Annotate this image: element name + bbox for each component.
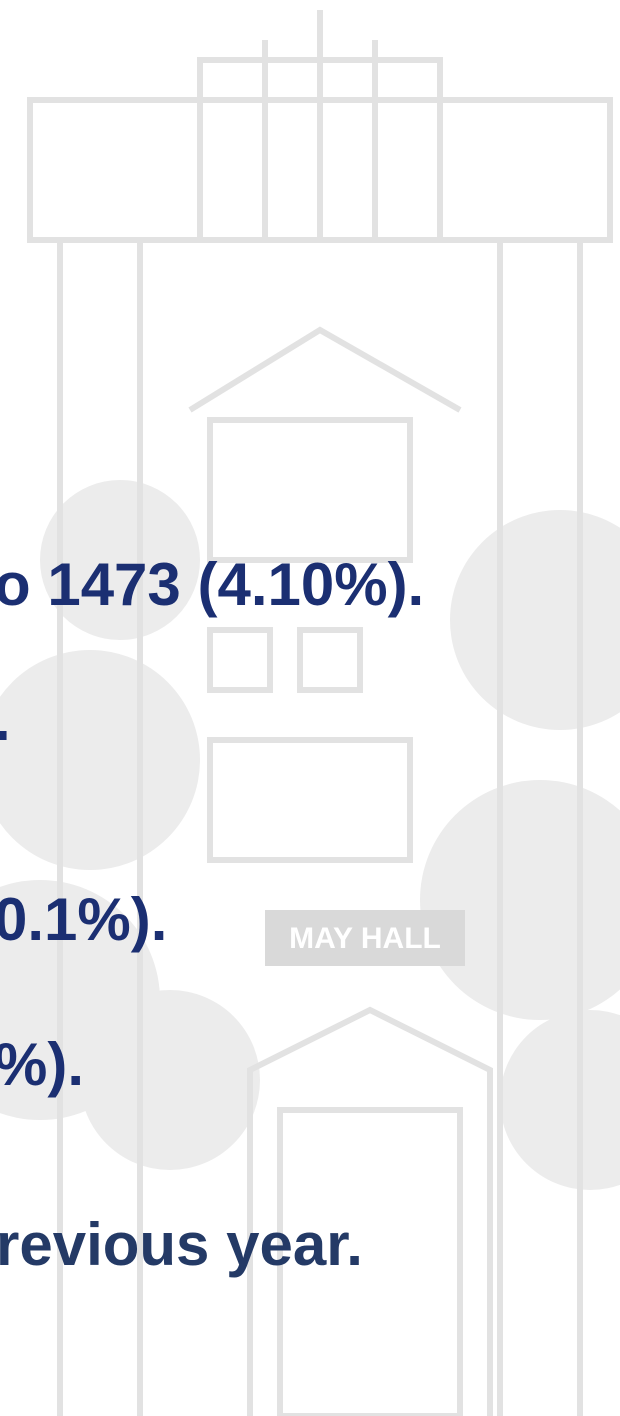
text-line: o 1473 (4.10%).	[0, 551, 424, 618]
sign-text: MAY HALL	[289, 922, 441, 955]
text-line: revious year.	[0, 1211, 363, 1278]
text-line: %).	[0, 1031, 84, 1098]
sign-plate	[265, 910, 465, 966]
building-illustration	[0, 10, 620, 1416]
text-line: .	[0, 686, 11, 753]
text-line: 0.1%).	[0, 886, 167, 953]
